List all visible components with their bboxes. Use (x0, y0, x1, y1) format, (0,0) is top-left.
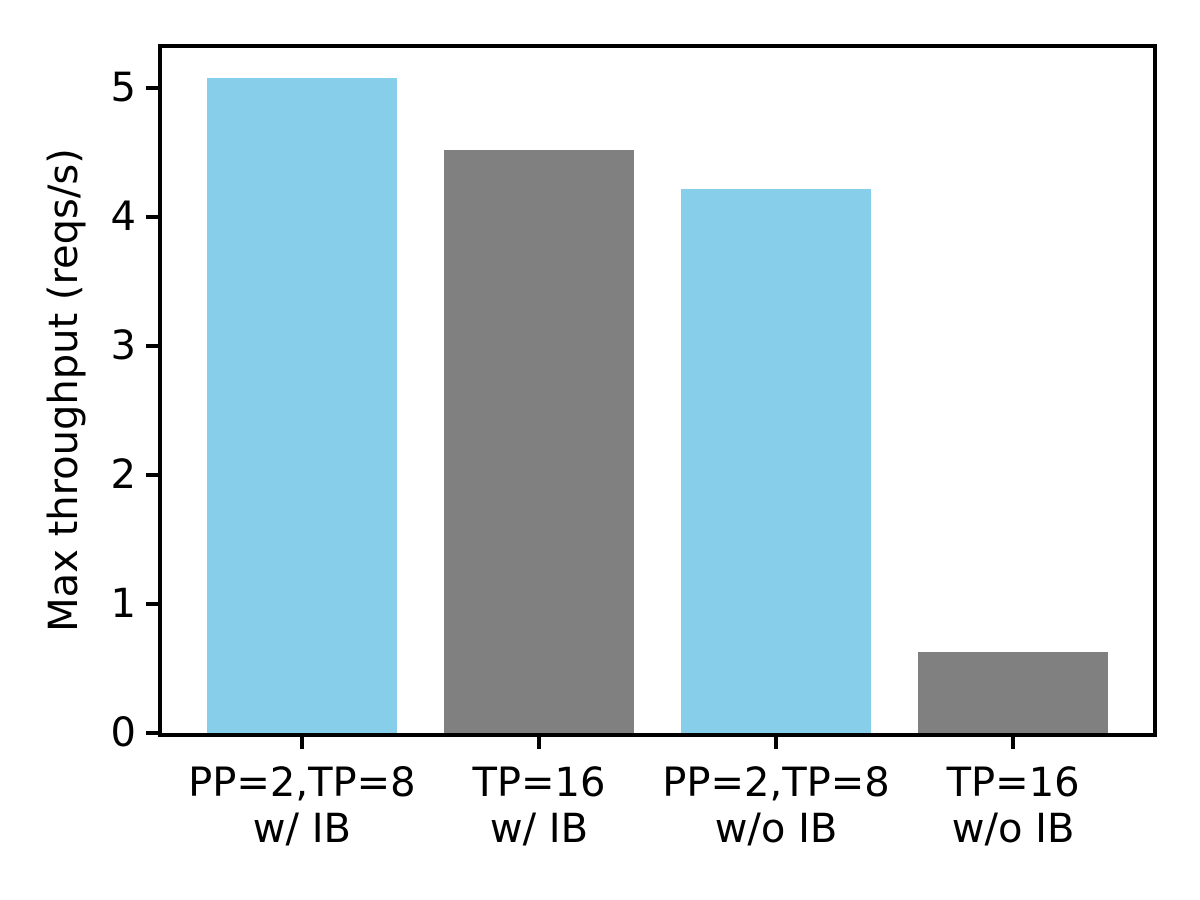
y-tick-mark (146, 601, 158, 606)
y-tick-label: 0 (110, 710, 136, 756)
x-tick-label: TP=16 w/o IB (946, 760, 1080, 852)
bar (681, 188, 871, 733)
x-tick-mark (1011, 737, 1016, 749)
y-tick-mark (146, 472, 158, 477)
y-tick-mark (146, 214, 158, 219)
y-tick-label: 5 (110, 64, 136, 111)
bar (207, 77, 397, 733)
y-axis-label: Max throughput (reqs/s) (41, 148, 87, 632)
y-tick-mark (146, 343, 158, 348)
x-tick-label: PP=2,TP=8 w/o IB (662, 760, 890, 852)
y-tick-mark (146, 85, 158, 90)
x-tick-mark (299, 737, 304, 749)
x-tick-mark (536, 737, 541, 749)
x-tick-label: TP=16 w/ IB (472, 760, 606, 852)
plot-area (158, 44, 1157, 737)
x-tick-label: PP=2,TP=8 w/ IB (188, 760, 416, 852)
y-tick-mark (146, 731, 158, 735)
x-tick-mark (774, 737, 779, 749)
bar (918, 651, 1108, 733)
bar (444, 149, 634, 733)
bars-layer (162, 48, 1153, 733)
